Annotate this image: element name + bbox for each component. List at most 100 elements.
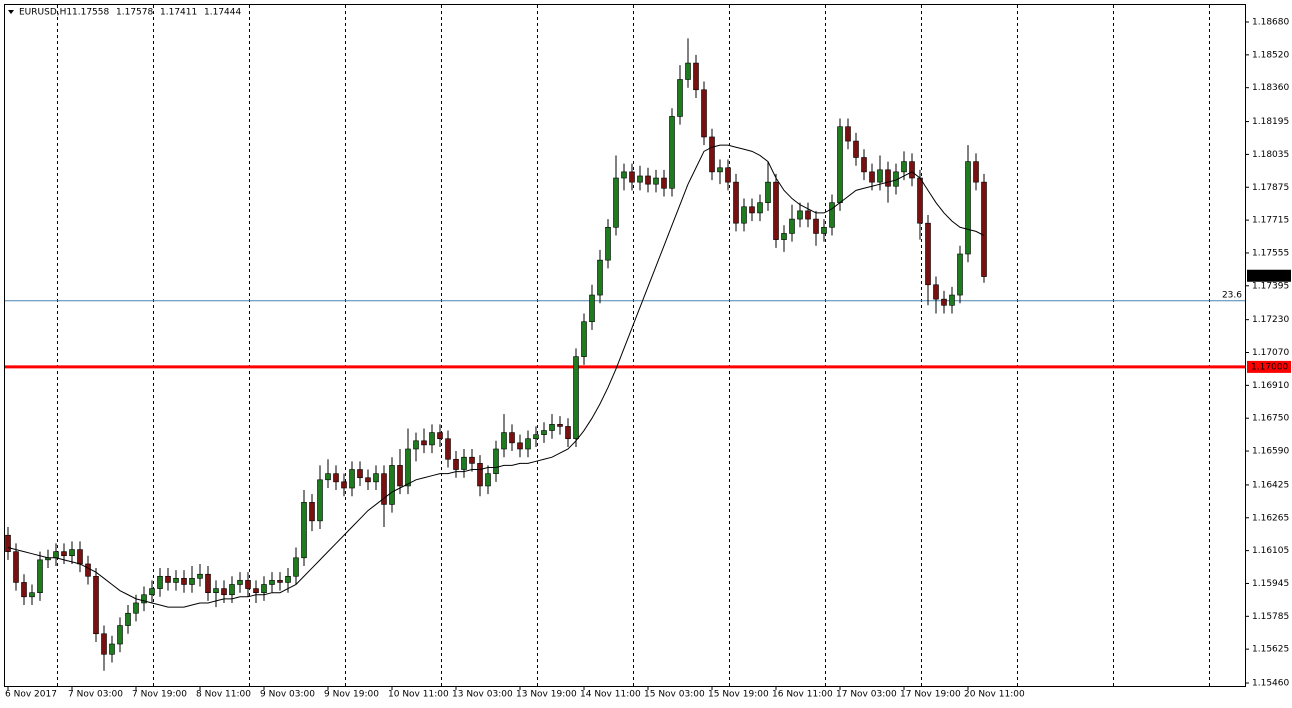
- candle-body: [69, 549, 75, 557]
- candle-body: [53, 551, 59, 559]
- candle-body: [229, 584, 235, 596]
- candle-body: [701, 89, 707, 138]
- candle-body: [13, 551, 19, 583]
- candle-body: [509, 432, 515, 444]
- level-label: 23.6: [1222, 290, 1242, 300]
- candle-body: [869, 171, 875, 183]
- candle-body: [165, 575, 171, 583]
- candle-body: [157, 575, 163, 589]
- candle-body: [773, 181, 779, 240]
- y-tick-label: 1.15460: [1252, 679, 1289, 689]
- x-tick-label: 9 Nov 03:00: [260, 690, 315, 700]
- candle-body: [101, 633, 107, 655]
- candle-body: [141, 594, 147, 604]
- x-tick-label: 7 Nov 03:00: [68, 690, 123, 700]
- candle-body: [301, 502, 307, 559]
- candle-body: [21, 582, 27, 598]
- candle-body: [741, 206, 747, 224]
- candle-body: [645, 175, 651, 185]
- x-tick-label: 20 Nov 11:00: [964, 690, 1025, 700]
- y-tick-label: 1.18360: [1252, 83, 1289, 93]
- y-tick-label: 1.18035: [1252, 150, 1289, 160]
- candle-body: [805, 210, 811, 220]
- y-tick-label: 1.15625: [1252, 645, 1289, 655]
- candle-body: [677, 79, 683, 117]
- y-tick-label: 1.17555: [1252, 248, 1289, 258]
- candle-body: [669, 116, 675, 189]
- candle-body: [821, 226, 827, 234]
- candle-body: [941, 298, 947, 306]
- y-tick-label: 1.15945: [1252, 579, 1289, 589]
- y-tick-label: 1.16590: [1252, 447, 1289, 457]
- x-tick-label: 15 Nov 19:00: [708, 690, 769, 700]
- candle-body: [117, 625, 123, 645]
- candle-body: [125, 612, 131, 626]
- candle-body: [901, 161, 907, 173]
- last-price-box: [1247, 269, 1291, 282]
- candle-body: [909, 161, 915, 179]
- candle-body: [845, 126, 851, 142]
- candle-body: [813, 218, 819, 234]
- candle-body: [517, 442, 523, 450]
- candle-body: [965, 161, 971, 255]
- candle-body: [373, 473, 379, 483]
- candle-body: [109, 643, 115, 655]
- candle-body: [885, 169, 891, 187]
- y-tick-label: 1.18680: [1252, 18, 1289, 28]
- candle-body: [461, 456, 467, 470]
- candle-body: [397, 465, 403, 487]
- candle-body: [613, 177, 619, 228]
- candle-body: [757, 202, 763, 214]
- y-tick-label: 1.18195: [1252, 117, 1289, 127]
- candle-body: [725, 167, 731, 183]
- candle-body: [525, 438, 531, 450]
- y-tick-label: 1.18520: [1252, 50, 1289, 60]
- header-quote: 1.17411: [160, 8, 197, 18]
- y-tick-label: 1.17070: [1252, 348, 1289, 358]
- header-quote: 1.17558: [72, 8, 109, 18]
- candle-body: [653, 177, 659, 185]
- x-tick-label: 9 Nov 19:00: [324, 690, 379, 700]
- candle-body: [597, 259, 603, 296]
- candle-body: [381, 473, 387, 505]
- candle-body: [149, 588, 155, 596]
- candle-body: [85, 563, 91, 577]
- candle-body: [413, 440, 419, 450]
- y-tick-label: 1.16910: [1252, 381, 1289, 391]
- candle-body: [389, 465, 395, 505]
- candle-body: [533, 434, 539, 440]
- candle-body: [917, 177, 923, 224]
- x-tick-label: 15 Nov 03:00: [644, 690, 705, 700]
- candle-body: [685, 62, 691, 80]
- candle-body: [789, 218, 795, 234]
- header-quote: 1.17578: [116, 8, 153, 18]
- last-price-label: 1.17444: [1251, 271, 1288, 281]
- x-tick-label: 10 Nov 11:00: [388, 690, 449, 700]
- candle-body: [781, 233, 787, 240]
- candle-body: [405, 448, 411, 487]
- x-tick-label: 6 Nov 2017: [5, 690, 57, 700]
- candle-body: [749, 206, 755, 214]
- candle-body: [469, 456, 475, 464]
- y-tick-label: 1.17715: [1252, 216, 1289, 226]
- candle-body: [949, 294, 955, 306]
- x-tick-label: 8 Nov 11:00: [196, 690, 251, 700]
- header-quote: 1.17444: [204, 8, 241, 18]
- candle-body: [197, 573, 203, 579]
- candle-body: [573, 356, 579, 440]
- menu-icon[interactable]: [8, 10, 14, 14]
- candle-body: [853, 140, 859, 158]
- candle-body: [437, 432, 443, 440]
- candle-body: [477, 463, 483, 487]
- candle-body: [317, 479, 323, 522]
- candle-body: [213, 588, 219, 593]
- candle-body: [589, 294, 595, 323]
- x-tick-label: 17 Nov 19:00: [900, 690, 961, 700]
- candle-body: [877, 169, 883, 183]
- candle-body: [981, 181, 987, 277]
- candle-body: [605, 226, 611, 261]
- candle-body: [5, 534, 11, 552]
- plot-frame: [4, 4, 1246, 687]
